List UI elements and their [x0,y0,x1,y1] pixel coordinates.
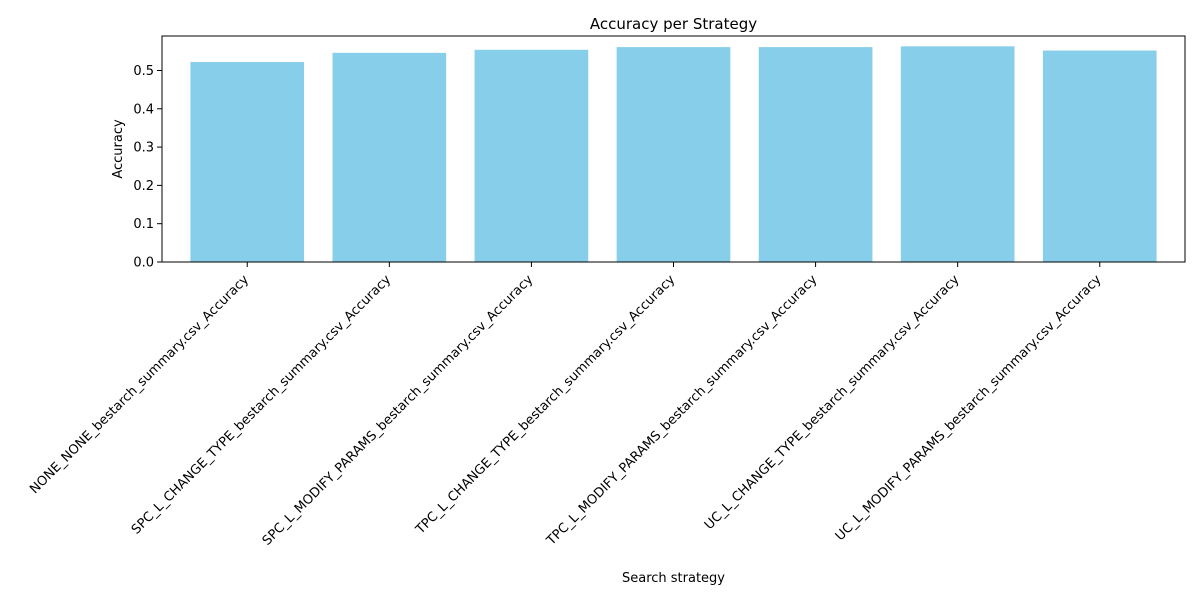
x-tick-label-3: SPC_L_MODIFY_PARAMS_bestarch_summary.csv… [260,272,537,549]
bar-4 [616,47,731,262]
x-tick-label-4: TPC_L_CHANGE_TYPE_bestarch_summary.csv_A… [413,272,679,538]
bar-1 [190,62,305,263]
bar-3 [474,49,589,263]
x-tick-label-5: TPC_L_MODIFY_PARAMS_bestarch_summary.csv… [543,272,820,549]
x-axis: NONE_NONE_bestarch_summary.csv_AccuracyS… [27,262,1105,549]
bar-7 [1042,50,1157,262]
y-axis: 0.0 0.1 0.2 0.3 0.4 0.5 [133,64,162,271]
y-tick-label-2: 0.1 [133,217,154,232]
bar-6 [900,46,1015,262]
bar-2 [332,52,447,263]
bar-5 [758,47,873,262]
x-tick-label-2: SPC_L_CHANGE_TYPE_bestarch_summary.csv_A… [129,272,395,538]
plot-frame [161,35,1186,263]
y-tick-label-3: 0.2 [133,179,154,194]
y-tick-label-6: 0.5 [133,64,154,79]
x-tick-label-6: UC_L_CHANGE_TYPE_bestarch_summary.csv_Ac… [702,272,963,533]
y-axis-label: Accuracy [111,119,126,179]
y-tick-label-5: 0.4 [133,102,154,117]
x-tick-label-7: UC_L_MODIFY_PARAMS_bestarch_summary.csv_… [833,272,1105,544]
y-tick-label-4: 0.3 [133,141,154,156]
x-axis-label: Search strategy [622,571,725,586]
chart-title: Accuracy per Strategy [590,15,757,33]
bars-group [190,46,1157,263]
y-tick-label-1: 0.0 [133,256,154,271]
x-tick-label-1: NONE_NONE_bestarch_summary.csv_Accuracy [27,272,252,497]
